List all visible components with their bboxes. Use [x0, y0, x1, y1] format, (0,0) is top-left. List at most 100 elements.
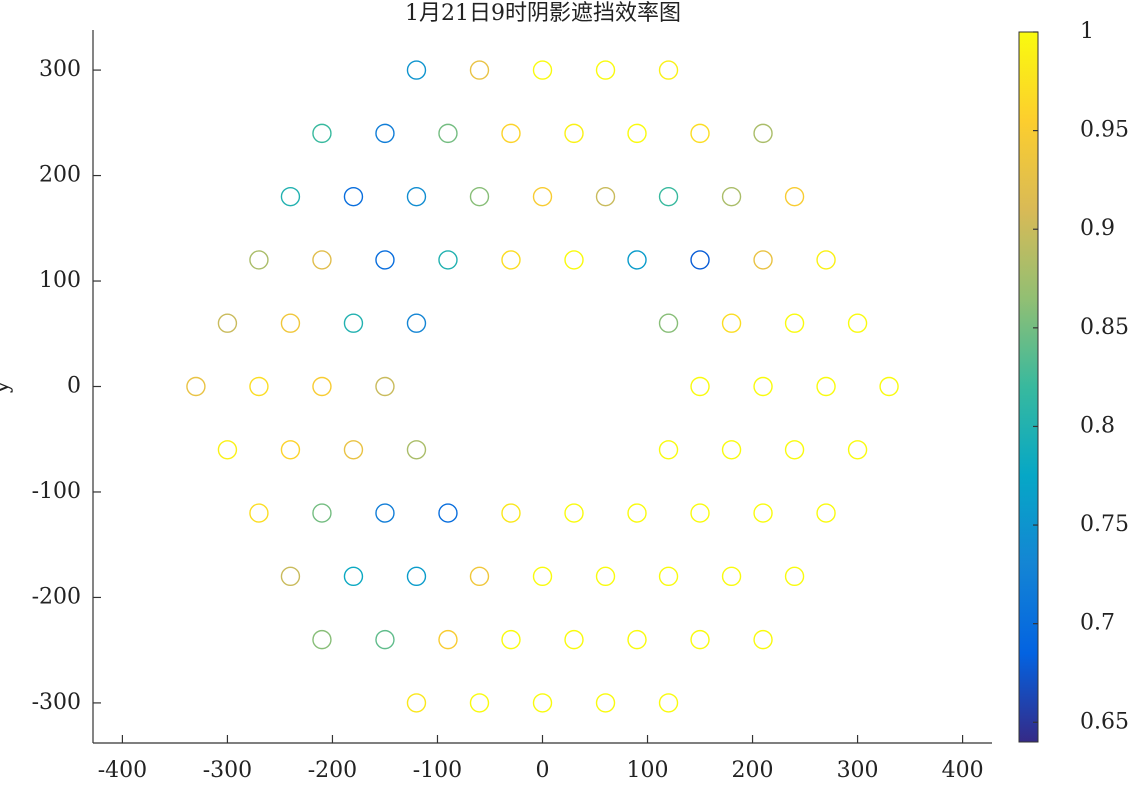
colorbar: [1018, 31, 1039, 743]
heliostat-point: [249, 250, 269, 270]
heliostat-point: [217, 440, 238, 460]
heliostat-point: [469, 693, 490, 713]
heliostat-point: [784, 313, 805, 333]
heliostat-point: [627, 123, 647, 144]
heliostat-point: [312, 123, 332, 144]
heliostat-point: [438, 503, 458, 523]
heliostat-point: [721, 566, 742, 587]
heliostat-point: [753, 503, 773, 523]
heliostat-point: [784, 566, 805, 587]
heliostat-point: [784, 186, 805, 207]
x-tick-label: 100: [627, 758, 669, 783]
heliostat-point: [312, 250, 332, 270]
colorbar-tick-label: 0.95: [1080, 118, 1129, 143]
heliostat-point: [753, 123, 773, 144]
heliostat-point: [406, 566, 427, 587]
heliostat-point: [375, 123, 395, 144]
heliostat-point: [658, 566, 679, 587]
heliostat-point: [343, 440, 364, 460]
heliostat-point: [406, 186, 427, 207]
chart-title: 1月21日9时阴影遮挡效率图: [405, 1, 681, 26]
heliostat-point: [186, 376, 206, 397]
heliostat-point: [847, 313, 868, 333]
y-tick-label: 200: [39, 163, 81, 188]
heliostat-point: [753, 376, 773, 397]
heliostat-point: [469, 60, 490, 80]
colorbar-tick-label: 0.85: [1080, 315, 1129, 340]
heliostat-point: [690, 376, 710, 397]
heliostat-point: [816, 503, 836, 523]
heliostat-point: [658, 186, 679, 207]
heliostat-point: [532, 566, 553, 587]
x-tick-label: -300: [203, 758, 252, 783]
heliostat-point: [501, 123, 521, 144]
heliostat-point: [375, 376, 395, 397]
heliostat-point: [721, 186, 742, 207]
y-tick-label: 300: [39, 57, 81, 82]
heliostat-point: [343, 566, 364, 587]
heliostat-point: [438, 123, 458, 144]
heliostat-point: [249, 503, 269, 523]
heliostat-point: [343, 313, 364, 333]
y-axis-label: y: [0, 380, 14, 394]
heliostat-point: [249, 376, 269, 397]
heliostat-point: [501, 503, 521, 523]
heliostat-point: [532, 693, 553, 713]
heliostat-point: [406, 440, 427, 460]
heliostat-point: [501, 250, 521, 270]
heliostat-point: [312, 503, 332, 523]
x-tick-label: 300: [837, 758, 879, 783]
heliostat-point: [469, 186, 490, 207]
colorbar-tick-label: 0.9: [1080, 216, 1115, 241]
heliostat-point: [280, 566, 301, 587]
heliostat-point: [658, 60, 679, 80]
heliostat-point: [312, 629, 332, 650]
heliostat-point: [312, 376, 332, 397]
heliostat-point: [564, 503, 584, 523]
heliostat-point: [343, 186, 364, 207]
heliostat-point: [595, 60, 616, 80]
x-tick-label: -400: [98, 758, 147, 783]
x-tick-label: -100: [413, 758, 462, 783]
heliostat-point: [595, 693, 616, 713]
colorbar-tick-label: 1: [1080, 19, 1094, 44]
heliostat-point: [753, 629, 773, 650]
x-tick-label: 200: [732, 758, 774, 783]
heliostat-point: [406, 693, 427, 713]
heliostat-point: [217, 313, 238, 333]
heliostat-point: [658, 440, 679, 460]
colorbar-tick-label: 0.7: [1080, 611, 1115, 636]
heliostat-point: [753, 250, 773, 270]
heliostat-point: [627, 250, 647, 270]
heliostat-point: [847, 440, 868, 460]
x-tick-label: 400: [942, 758, 984, 783]
heliostat-point: [375, 503, 395, 523]
heliostat-point: [532, 60, 553, 80]
heliostat-point: [375, 250, 395, 270]
heliostat-point: [658, 313, 679, 333]
heliostat-point: [690, 629, 710, 650]
heliostat-point: [375, 629, 395, 650]
heliostat-point: [406, 313, 427, 333]
heliostat-point: [438, 629, 458, 650]
heliostat-point: [406, 60, 427, 80]
heliostat-point: [469, 566, 490, 587]
heliostat-point: [690, 123, 710, 144]
heliostat-point: [784, 440, 805, 460]
heliostat-point: [627, 629, 647, 650]
heliostat-point: [595, 566, 616, 587]
heliostat-point: [595, 186, 616, 207]
y-tick-label: -300: [32, 690, 81, 715]
colorbar-tick-label: 0.75: [1080, 512, 1129, 537]
heliostat-point: [816, 376, 836, 397]
heliostat-point: [721, 313, 742, 333]
heliostat-point: [816, 250, 836, 270]
heliostat-point: [438, 250, 458, 270]
heliostat-point: [532, 186, 553, 207]
y-tick-label: -200: [32, 584, 81, 609]
heliostat-point: [721, 440, 742, 460]
y-tick-label: 0: [67, 374, 81, 399]
heliostat-point: [690, 250, 710, 270]
heliostat-point: [501, 629, 521, 650]
